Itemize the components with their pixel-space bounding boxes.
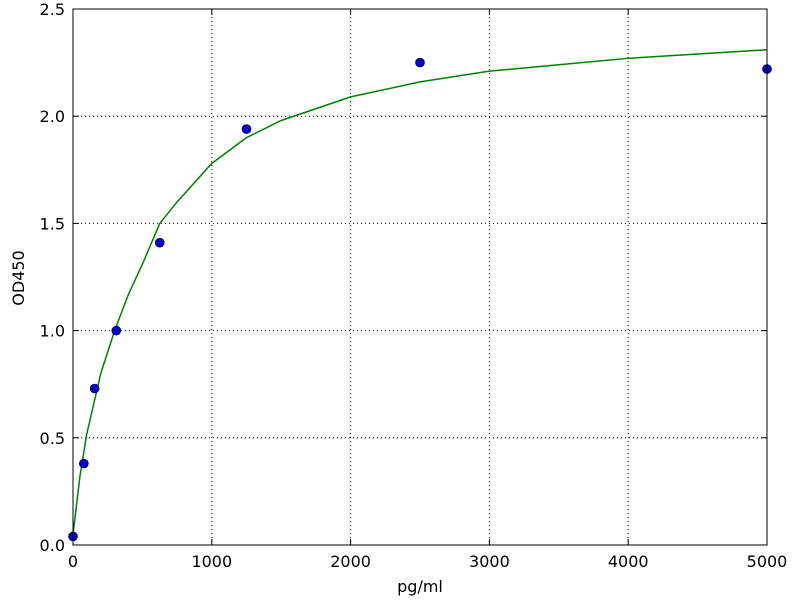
y-tick-label: 2.5 bbox=[40, 0, 65, 19]
data-point bbox=[111, 325, 122, 336]
plot-frame bbox=[72, 8, 768, 546]
x-axis-label: pg/ml bbox=[397, 577, 443, 596]
y-tick-label: 0.0 bbox=[40, 536, 65, 555]
y-tick-label: 2.0 bbox=[40, 107, 65, 126]
x-tick-label: 1000 bbox=[191, 552, 232, 571]
fit-curve bbox=[72, 48, 768, 535]
y-axis-label: OD450 bbox=[9, 250, 28, 305]
data-point bbox=[154, 237, 165, 248]
y-tick-label: 0.5 bbox=[40, 429, 65, 448]
x-tick-label: 4000 bbox=[608, 552, 649, 571]
data-point bbox=[241, 124, 252, 134]
x-tick-label: 3000 bbox=[469, 552, 510, 571]
y-tick-label: 1.5 bbox=[40, 214, 65, 233]
data-point bbox=[415, 57, 425, 68]
data-point bbox=[89, 383, 100, 394]
x-tick-label: 0 bbox=[68, 552, 78, 571]
x-tick-label: 2000 bbox=[330, 552, 371, 571]
y-tick-label: 1.0 bbox=[40, 322, 65, 341]
data-point bbox=[79, 458, 89, 469]
x-tick-label: 5000 bbox=[747, 552, 788, 571]
